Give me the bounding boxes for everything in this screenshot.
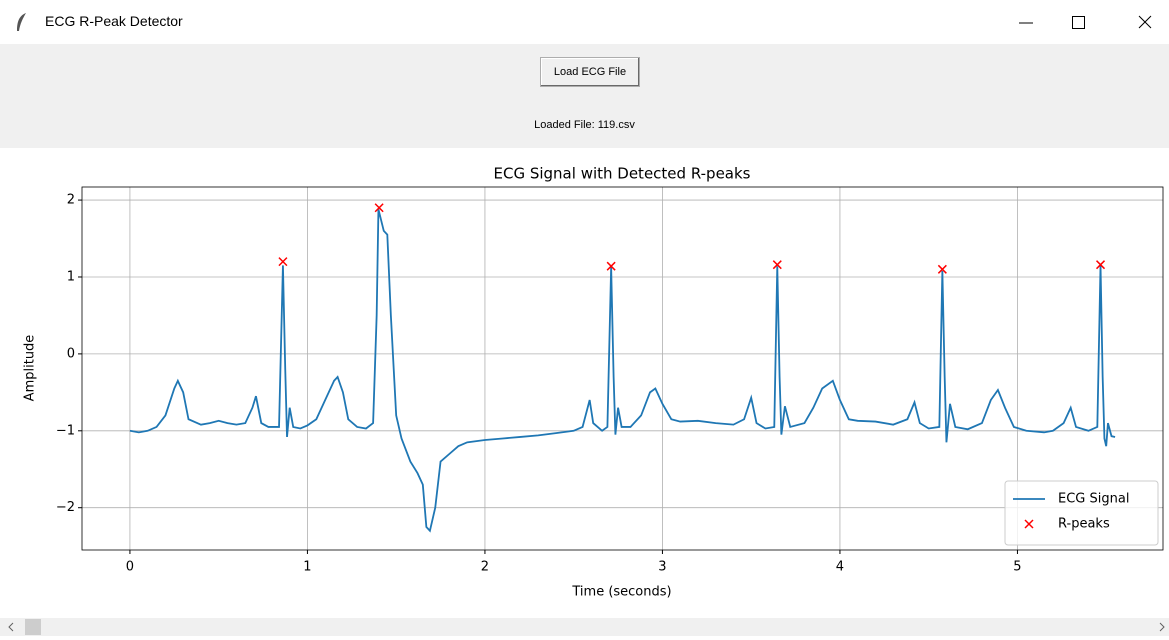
y-tick-label: 1 [67,269,75,284]
ecg-line [129,209,1116,533]
x-tick-label: 1 [303,560,311,575]
y-tick-label: −2 [56,500,75,515]
plot-frame [81,186,1164,551]
app-icon [17,13,26,31]
y-tick-label: 0 [67,346,75,361]
close[interactable] [1138,15,1152,29]
scroll-right[interactable] [1159,622,1165,632]
legend-label: ECG Signal [1058,492,1129,507]
x-tick-label: 4 [836,560,844,575]
maximize[interactable] [1072,16,1085,29]
x-tick-label: 0 [126,560,134,575]
y-axis-label: Amplitude [23,335,38,402]
horizontal-scrollbar[interactable] [0,618,1169,636]
r-peak-marker [278,257,288,267]
chart-title: ECG Signal with Detected R-peaks [494,165,751,183]
x-tick-label: 3 [658,560,666,575]
scrollbar-graphics [8,619,1165,635]
chart: ECG Signal with Detected R-peaks Time (s… [23,165,1164,600]
r-peak-marker [1095,260,1106,270]
r-peak-marker [606,261,616,271]
x-tick-label: 5 [1013,560,1021,575]
load-button[interactable]: Load ECG File [540,57,640,87]
legend-label: R-peaks [1058,517,1110,532]
window-title: ECG R-Peak Detector [45,13,183,29]
title-bar: ECG R-Peak Detector [0,0,1169,44]
legend: ECG Signal R-peaks [1004,480,1159,546]
legend-swatch [1024,519,1034,529]
legend-box [1004,480,1159,546]
r-peak-marker [772,260,782,270]
r-peak-marker [937,264,947,274]
scroll-left[interactable] [8,622,14,632]
control-panel: Load ECG File Loaded File: 119.csv [0,44,1169,148]
x-tick-label: 2 [481,560,489,575]
x-axis-label: Time (seconds) [571,585,671,600]
status-label: Loaded File: 119.csv [534,119,635,131]
window-controls[interactable] [1010,10,1160,34]
r-peak-marker [374,203,384,213]
scroll-thumb[interactable] [25,619,41,635]
y-tick-label: −1 [56,423,75,438]
y-tick-label: 2 [67,193,75,208]
